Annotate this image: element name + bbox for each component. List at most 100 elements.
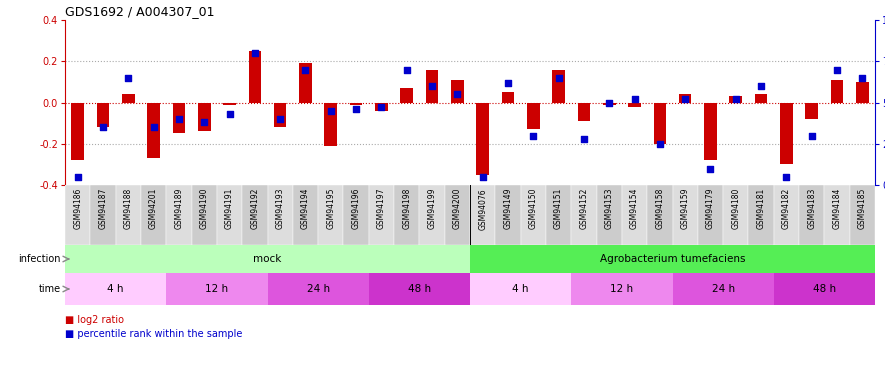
Text: GSM94159: GSM94159: [681, 188, 689, 230]
Bar: [578, 102, 590, 121]
Bar: [749, 185, 773, 245]
Bar: [293, 185, 318, 245]
Point: [804, 132, 819, 138]
Text: 12 h: 12 h: [611, 284, 634, 294]
Bar: [267, 273, 369, 305]
Text: GSM94152: GSM94152: [580, 188, 589, 230]
Text: 12 h: 12 h: [205, 284, 228, 294]
Bar: [249, 51, 261, 102]
Bar: [96, 102, 109, 127]
Text: Agrobacterium tumefaciens: Agrobacterium tumefaciens: [600, 254, 745, 264]
Text: GDS1692 / A004307_01: GDS1692 / A004307_01: [65, 5, 214, 18]
Bar: [628, 102, 641, 106]
Bar: [647, 185, 673, 245]
Bar: [755, 94, 767, 102]
Text: 48 h: 48 h: [812, 284, 836, 294]
Bar: [470, 273, 571, 305]
Bar: [653, 102, 666, 144]
Point: [222, 111, 236, 117]
Text: GSM94076: GSM94076: [478, 188, 487, 230]
Bar: [217, 185, 242, 245]
Bar: [90, 185, 116, 245]
Point: [728, 96, 743, 102]
Text: GSM94199: GSM94199: [427, 188, 436, 230]
Text: GSM94185: GSM94185: [858, 188, 866, 230]
Point: [349, 106, 363, 112]
Point: [627, 96, 642, 102]
Point: [425, 83, 439, 89]
Point: [653, 141, 667, 147]
Bar: [325, 102, 337, 146]
Bar: [65, 273, 166, 305]
Bar: [141, 185, 166, 245]
Text: ■ percentile rank within the sample: ■ percentile rank within the sample: [65, 329, 242, 339]
Bar: [198, 102, 211, 131]
Point: [475, 174, 489, 180]
Text: GSM94150: GSM94150: [528, 188, 538, 230]
Bar: [470, 185, 496, 245]
Point: [273, 116, 288, 122]
Bar: [622, 185, 647, 245]
Text: GSM94189: GSM94189: [174, 188, 183, 230]
Point: [324, 108, 338, 114]
Bar: [552, 69, 565, 102]
Text: GSM94187: GSM94187: [98, 188, 107, 230]
Bar: [546, 185, 571, 245]
Bar: [780, 102, 793, 164]
Point: [527, 132, 541, 138]
Bar: [350, 102, 363, 105]
Text: GSM94183: GSM94183: [807, 188, 816, 230]
Text: GSM94198: GSM94198: [402, 188, 412, 230]
Bar: [723, 185, 749, 245]
Bar: [267, 185, 293, 245]
Bar: [673, 273, 773, 305]
Bar: [773, 185, 799, 245]
Bar: [166, 273, 267, 305]
Text: mock: mock: [253, 254, 281, 264]
Text: GSM94158: GSM94158: [656, 188, 665, 230]
Point: [147, 124, 161, 130]
Point: [855, 75, 869, 81]
Bar: [173, 102, 185, 134]
Bar: [799, 185, 824, 245]
Bar: [426, 69, 438, 102]
Text: GSM94154: GSM94154: [630, 188, 639, 230]
Text: GSM94201: GSM94201: [149, 188, 158, 230]
Point: [197, 119, 212, 125]
Text: 4 h: 4 h: [107, 284, 124, 294]
Bar: [273, 102, 287, 127]
Text: GSM94190: GSM94190: [200, 188, 209, 230]
Bar: [603, 102, 616, 105]
Point: [96, 124, 110, 130]
Point: [602, 99, 616, 105]
Point: [172, 116, 186, 122]
Bar: [451, 80, 464, 102]
Bar: [166, 185, 191, 245]
Bar: [470, 245, 875, 273]
Bar: [369, 185, 394, 245]
Text: GSM94181: GSM94181: [757, 188, 766, 229]
Text: GSM94180: GSM94180: [731, 188, 740, 230]
Point: [678, 96, 692, 102]
Text: GSM94188: GSM94188: [124, 188, 133, 229]
Bar: [318, 185, 343, 245]
Bar: [679, 94, 691, 102]
Bar: [419, 185, 444, 245]
Text: GSM94184: GSM94184: [833, 188, 842, 230]
Text: 48 h: 48 h: [408, 284, 431, 294]
Text: GSM94186: GSM94186: [73, 188, 82, 230]
Bar: [496, 185, 520, 245]
Point: [248, 50, 262, 56]
Bar: [116, 185, 141, 245]
Point: [754, 83, 768, 89]
Bar: [223, 102, 236, 105]
Bar: [673, 185, 697, 245]
Point: [551, 75, 566, 81]
Bar: [299, 63, 312, 102]
Text: GSM94149: GSM94149: [504, 188, 512, 230]
Point: [121, 75, 135, 81]
Text: GSM94151: GSM94151: [554, 188, 563, 230]
Point: [704, 165, 718, 171]
Bar: [831, 80, 843, 102]
Bar: [704, 102, 717, 160]
